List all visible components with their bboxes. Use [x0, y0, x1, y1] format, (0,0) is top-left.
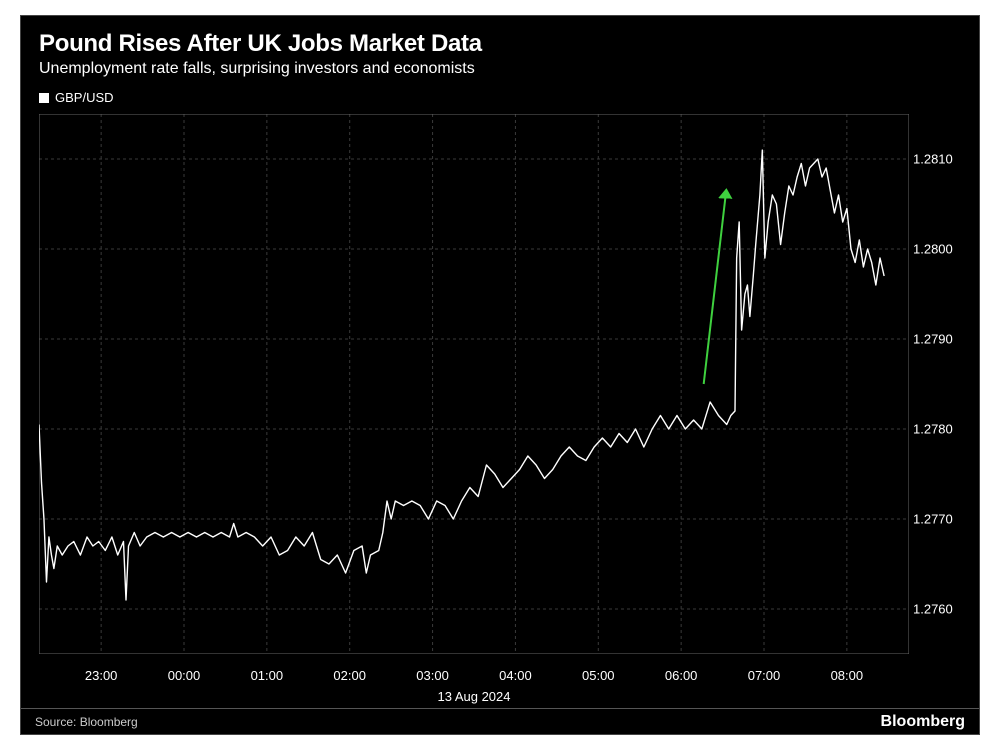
x-tick-label: 04:00 — [499, 668, 532, 683]
brand-label: Bloomberg — [881, 713, 965, 731]
x-axis: 23:00 00:00 01:00 02:00 03:00 04:00 05:00 06:00… — [39, 668, 909, 686]
chart-plot-area — [39, 114, 909, 654]
chart-legend: GBP/USD — [21, 84, 979, 105]
chart-svg — [39, 114, 909, 654]
x-tick-label: 07:00 — [748, 668, 781, 683]
source-label: Source: Bloomberg — [35, 715, 138, 729]
x-tick-label: 00:00 — [168, 668, 201, 683]
chart-frame: Pound Rises After UK Jobs Market Data Un… — [20, 15, 980, 735]
y-tick-label: 1.2810 — [913, 152, 969, 167]
x-axis-date-label: 13 Aug 2024 — [39, 689, 909, 704]
legend-series-label: GBP/USD — [55, 90, 114, 105]
x-tick-label: 23:00 — [85, 668, 118, 683]
chart-footer: Source: Bloomberg Bloomberg — [21, 708, 979, 734]
y-axis: 1.2760 1.2770 1.2780 1.2790 1.2800 1.2810 — [913, 114, 969, 654]
legend-marker-icon — [39, 93, 49, 103]
x-tick-label: 05:00 — [582, 668, 615, 683]
y-tick-label: 1.2780 — [913, 422, 969, 437]
chart-title: Pound Rises After UK Jobs Market Data — [39, 30, 961, 58]
x-tick-label: 02:00 — [333, 668, 366, 683]
chart-header: Pound Rises After UK Jobs Market Data Un… — [21, 16, 979, 84]
x-tick-label: 03:00 — [416, 668, 449, 683]
x-tick-label: 06:00 — [665, 668, 698, 683]
y-tick-label: 1.2770 — [913, 512, 969, 527]
y-tick-label: 1.2760 — [913, 602, 969, 617]
x-tick-label: 08:00 — [831, 668, 864, 683]
chart-subtitle: Unemployment rate falls, surprising inve… — [39, 60, 961, 78]
x-tick-label: 01:00 — [251, 668, 284, 683]
y-tick-label: 1.2800 — [913, 242, 969, 257]
y-tick-label: 1.2790 — [913, 332, 969, 347]
